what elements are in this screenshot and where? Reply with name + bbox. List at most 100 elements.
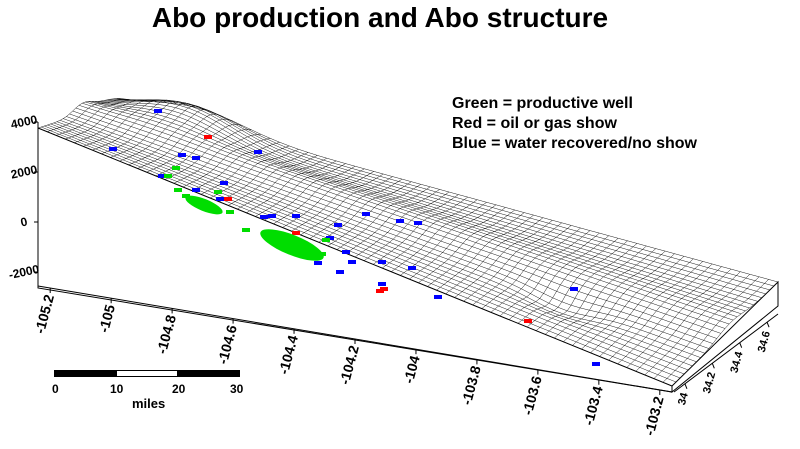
well-productive xyxy=(242,228,250,232)
mesh-line xyxy=(662,279,769,383)
well-water xyxy=(216,197,224,201)
mesh-line xyxy=(535,243,638,331)
mesh-line xyxy=(382,199,478,269)
mesh-line xyxy=(209,149,299,199)
scale-tick-label: 20 xyxy=(172,382,186,396)
well-water xyxy=(408,266,416,270)
well-water xyxy=(158,174,166,178)
mesh-line xyxy=(255,163,346,217)
well-water xyxy=(342,250,350,254)
mesh-line xyxy=(237,158,327,210)
well-water xyxy=(192,156,200,160)
mesh-line xyxy=(418,209,515,283)
well-water xyxy=(434,295,442,299)
x-tick-label: -103.6 xyxy=(519,374,545,417)
mesh-line xyxy=(445,217,544,295)
well-show xyxy=(224,197,232,201)
mesh-line xyxy=(146,118,233,173)
mesh-line xyxy=(517,238,619,324)
y-tick xyxy=(684,383,688,389)
mesh-line xyxy=(191,142,280,191)
well-show xyxy=(204,135,212,139)
well-water xyxy=(396,219,404,223)
y-tick-label: 34.2 xyxy=(701,371,718,395)
mesh-line xyxy=(182,138,271,188)
well-productive xyxy=(226,210,234,214)
x-tick-label: -104.2 xyxy=(336,343,362,386)
scale-tick-label: 10 xyxy=(110,382,124,396)
x-tick-label: -104 xyxy=(400,354,423,385)
y-axis: 34 34.2 34.4 34.6 xyxy=(673,313,779,406)
well-water xyxy=(348,260,356,264)
mesh-line xyxy=(228,155,318,206)
well-productive xyxy=(174,188,182,192)
scale-bar-segment xyxy=(54,370,116,377)
x-tick-label: -104.6 xyxy=(214,323,240,366)
x-tick-label: -105.2 xyxy=(31,292,57,335)
mesh-line xyxy=(608,263,713,361)
well-markers xyxy=(109,109,600,366)
mesh-line xyxy=(246,160,337,213)
well-water xyxy=(362,212,370,216)
well-water xyxy=(334,223,342,227)
mesh-line xyxy=(47,99,130,132)
x-tick-label: -103.2 xyxy=(641,394,667,437)
well-water xyxy=(192,188,200,192)
mesh-line xyxy=(490,230,591,313)
mesh-line xyxy=(200,145,290,195)
well-show xyxy=(524,319,532,323)
mesh-line xyxy=(309,178,403,239)
well-productive xyxy=(318,252,326,256)
well-productive xyxy=(172,166,180,170)
x-tick-label: -103.8 xyxy=(458,364,484,407)
mesh-line xyxy=(472,225,572,306)
scale-tick-label: 30 xyxy=(230,382,244,396)
mesh-line xyxy=(626,268,732,368)
mesh-line xyxy=(635,271,741,372)
x-tick-label: -104.4 xyxy=(275,333,301,376)
mesh-line xyxy=(671,281,779,387)
legend-item-water: Blue = water recovered/no show xyxy=(452,135,697,152)
well-productive xyxy=(164,174,172,178)
mesh-line xyxy=(74,99,158,143)
mesh-line xyxy=(427,212,525,287)
z-tick-label: 4000 xyxy=(9,112,38,131)
mesh-line xyxy=(644,274,750,376)
well-water xyxy=(378,282,386,286)
well-productive-cluster xyxy=(260,229,324,261)
y-axis-line xyxy=(673,313,779,393)
z-axis: 4000 2000 0 -2000 xyxy=(8,112,41,282)
y-tick xyxy=(739,342,743,348)
well-water xyxy=(254,150,262,154)
scale-tick-label: 0 xyxy=(52,382,59,396)
mesh-line xyxy=(354,191,450,258)
mesh-line xyxy=(173,134,262,184)
legend: Green = productive well Red = oil or gas… xyxy=(452,94,697,154)
well-water xyxy=(220,181,228,185)
well-show xyxy=(376,289,384,293)
y-tick-label: 34.4 xyxy=(728,350,745,375)
well-water xyxy=(260,215,268,219)
well-water xyxy=(268,214,276,218)
y-tick xyxy=(711,363,715,369)
scale-bar: 0 10 20 30 miles xyxy=(52,370,244,411)
mesh-line xyxy=(526,240,628,328)
mesh-line xyxy=(83,99,168,147)
mesh-line xyxy=(273,168,365,224)
well-water xyxy=(109,147,117,151)
mesh-line xyxy=(436,214,534,291)
mesh-line xyxy=(363,194,459,261)
x-tick-label: -104.8 xyxy=(153,313,179,356)
scale-unit-label: miles xyxy=(132,396,166,411)
mesh-line xyxy=(454,220,553,298)
mesh-line xyxy=(336,186,431,250)
well-water xyxy=(592,362,600,366)
page-title: Abo production and Abo structure xyxy=(151,2,609,33)
mesh-line xyxy=(590,258,694,353)
well-productive xyxy=(322,238,330,242)
scale-bar-segment xyxy=(116,370,178,377)
legend-item-productive: Green = productive well xyxy=(452,95,633,112)
mesh-line xyxy=(563,250,666,342)
mesh-line xyxy=(554,248,656,339)
mesh-line xyxy=(164,129,252,180)
